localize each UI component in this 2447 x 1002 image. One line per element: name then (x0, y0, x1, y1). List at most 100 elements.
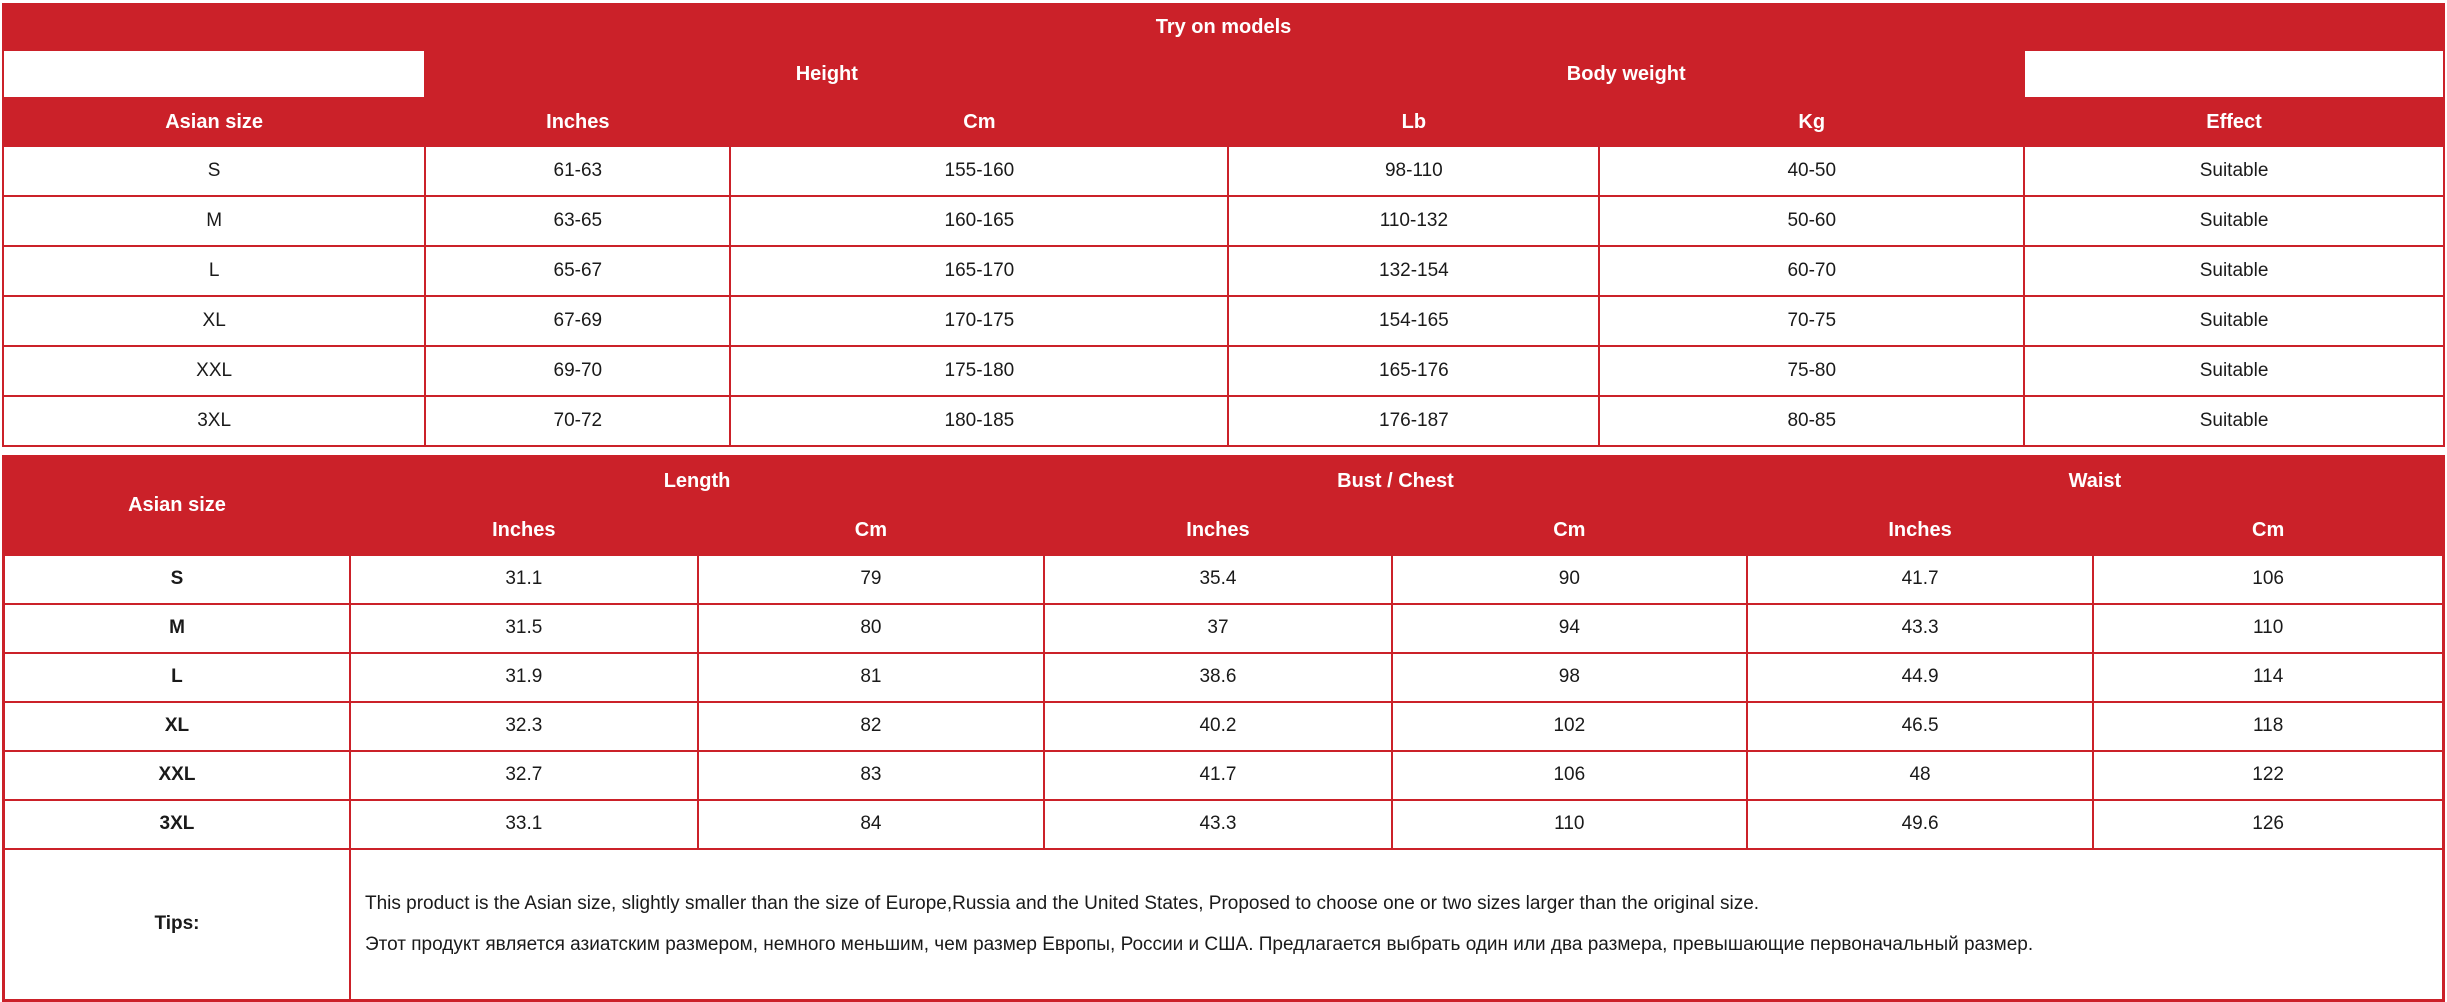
col-header-asian-size: Asian size (2, 455, 351, 556)
table-cell: 67-69 (424, 295, 732, 347)
table-cell: Suitable (2023, 345, 2445, 397)
table-cell: 75-80 (1598, 345, 2026, 397)
table-cell: M (1, 195, 427, 247)
table-row: XXL 69-70 175-180 165-176 75-80 Suitable (1, 345, 2445, 397)
tips-text: This product is the Asian size, slightly… (348, 847, 2445, 1002)
table-cell: 50-60 (1598, 195, 2026, 247)
table1-corner-right (2023, 49, 2445, 99)
table-cell: 176-187 (1227, 395, 1601, 447)
table-cell: 154-165 (1227, 295, 1601, 347)
table-cell: 175-180 (729, 345, 1230, 397)
table-cell: 3XL (1, 395, 427, 447)
tips-row: Tips: This product is the Asian size, sl… (2, 847, 2445, 1002)
table-cell: 160-165 (729, 195, 1230, 247)
col-header-inches: Inches (424, 97, 732, 147)
table-cell: 83 (696, 749, 1046, 801)
table-row: L 31.9 81 38.6 98 44.9 114 (2, 651, 2445, 703)
table-cell: 40.2 (1043, 700, 1393, 752)
table-cell: 32.7 (348, 749, 699, 801)
sub-header-cm: Cm (1390, 504, 1748, 556)
table-row: M 31.5 80 37 94 43.3 110 (2, 602, 2445, 654)
table-cell: 165-170 (729, 245, 1230, 297)
height-group-header: Height (424, 49, 1230, 99)
table-cell: 46.5 (1745, 700, 2095, 752)
table-cell: S (1, 145, 427, 197)
table-cell: 90 (1390, 553, 1748, 605)
table-cell: 31.5 (348, 602, 699, 654)
table-cell: 132-154 (1227, 245, 1601, 297)
table-cell: 44.9 (1745, 651, 2095, 703)
size-label: XL (2, 700, 351, 752)
table-cell: Suitable (2023, 145, 2445, 197)
col-header-cm: Cm (729, 97, 1230, 147)
size-label: 3XL (2, 798, 351, 850)
table1-corner-left (1, 49, 427, 99)
table-row: XL 67-69 170-175 154-165 70-75 Suitable (1, 295, 2445, 347)
table-cell: 94 (1390, 602, 1748, 654)
size-label: L (2, 651, 351, 703)
table-cell: Suitable (2023, 295, 2445, 347)
table-row: S 31.1 79 35.4 90 41.7 106 (2, 553, 2445, 605)
table-cell: 35.4 (1043, 553, 1393, 605)
col-header-kg: Kg (1598, 97, 2026, 147)
table-row: L 65-67 165-170 132-154 60-70 Suitable (1, 245, 2445, 297)
table-cell: XL (1, 295, 427, 347)
table-cell: 126 (2092, 798, 2445, 850)
tips-line-russian: Этот продукт является азиатским размером… (364, 934, 2034, 956)
table-cell: 82 (696, 700, 1046, 752)
table-cell: 110 (2092, 602, 2445, 654)
table-cell: 38.6 (1043, 651, 1393, 703)
size-label: M (2, 602, 351, 654)
table-cell: 118 (2092, 700, 2445, 752)
table-cell: 32.3 (348, 700, 699, 752)
table-cell: 155-160 (729, 145, 1230, 197)
bust-chest-group-header: Bust / Chest (1043, 455, 1748, 507)
table-cell: 41.7 (1745, 553, 2095, 605)
col-header-lb: Lb (1227, 97, 1601, 147)
tips-line-english: This product is the Asian size, slightly… (364, 892, 1760, 914)
table-cell: 31.9 (348, 651, 699, 703)
table-cell: Suitable (2023, 245, 2445, 297)
sub-header-inches: Inches (1043, 504, 1393, 556)
table-cell: 61-63 (424, 145, 732, 197)
table-cell: Suitable (2023, 395, 2445, 447)
sub-header-inches: Inches (348, 504, 699, 556)
table-cell: 110-132 (1227, 195, 1601, 247)
sub-header-cm: Cm (696, 504, 1046, 556)
table-cell: 102 (1390, 700, 1748, 752)
table-row: M 63-65 160-165 110-132 50-60 Suitable (1, 195, 2445, 247)
table-cell: 43.3 (1745, 602, 2095, 654)
measurements-table: Asian size Length Bust / Chest Waist Inc… (2, 455, 2445, 1002)
table-cell: 106 (2092, 553, 2445, 605)
table-cell: 65-67 (424, 245, 732, 297)
table-cell: L (1, 245, 427, 297)
table-cell: 80 (696, 602, 1046, 654)
table-cell: 33.1 (348, 798, 699, 850)
table1-title: Try on models (2, 3, 2445, 51)
table-cell: 70-75 (1598, 295, 2026, 347)
table-row: XXL 32.7 83 41.7 106 48 122 (2, 749, 2445, 801)
table-cell: 106 (1390, 749, 1748, 801)
table-cell: 69-70 (424, 345, 732, 397)
col-header-effect: Effect (2023, 97, 2445, 147)
table-cell: 49.6 (1745, 798, 2095, 850)
table-cell: 37 (1043, 602, 1393, 654)
table-cell: XXL (1, 345, 427, 397)
table-cell: 31.1 (348, 553, 699, 605)
table-cell: 48 (1745, 749, 2095, 801)
body-weight-group-header: Body weight (1227, 49, 2026, 99)
try-on-models-table: Try on models Height Body weight Asian s… (1, 3, 2445, 447)
length-group-header: Length (348, 455, 1046, 507)
table-cell: 79 (696, 553, 1046, 605)
table-row: S 61-63 155-160 98-110 40-50 Suitable (1, 145, 2445, 197)
table-cell: 80-85 (1598, 395, 2026, 447)
table-cell: 180-185 (729, 395, 1230, 447)
sub-header-inches: Inches (1745, 504, 2095, 556)
table-row: XL 32.3 82 40.2 102 46.5 118 (2, 700, 2445, 752)
table-cell: 40-50 (1598, 145, 2026, 197)
sub-header-cm: Cm (2092, 504, 2445, 556)
tips-label: Tips: (2, 847, 351, 1002)
table-cell: 98-110 (1227, 145, 1601, 197)
size-label: XXL (2, 749, 351, 801)
waist-group-header: Waist (1745, 455, 2445, 507)
